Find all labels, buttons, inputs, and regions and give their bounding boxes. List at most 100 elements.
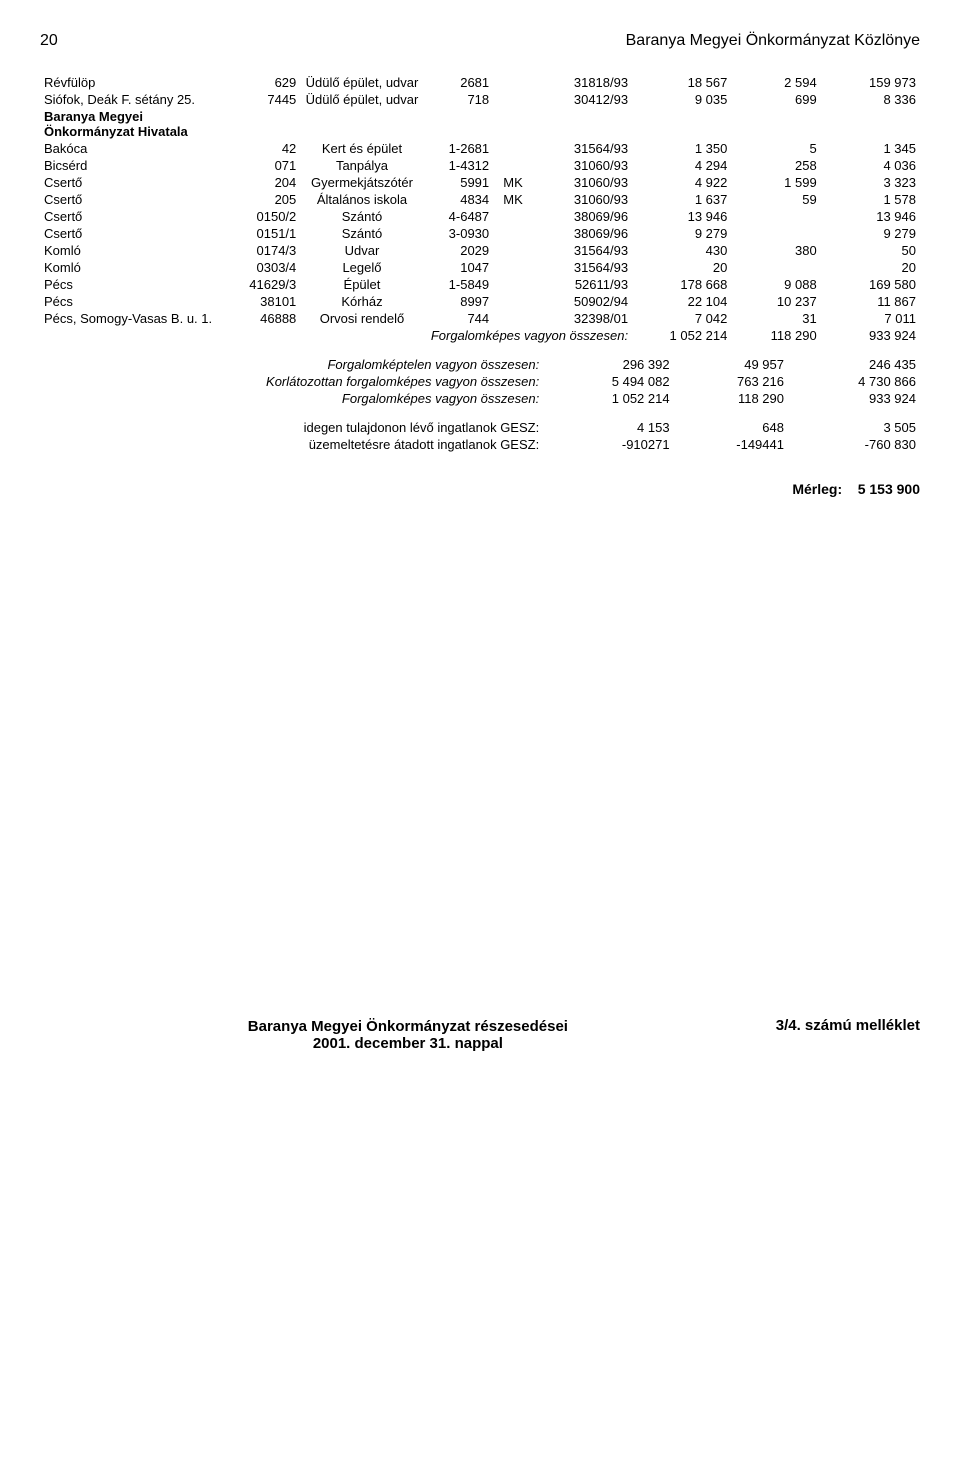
table-row: Révfülöp629Üdülő épület, udvar268131818/… <box>40 74 920 91</box>
table-row: Komló0174/3Udvar202931564/9343038050 <box>40 242 920 259</box>
cell: Tanpálya <box>300 157 423 174</box>
cell: 2681 <box>424 74 493 91</box>
cell <box>493 91 533 108</box>
cell: 13 946 <box>632 208 731 225</box>
cell: Csertő <box>40 208 239 225</box>
cell: 380 <box>731 242 820 259</box>
cell: 0303/4 <box>239 259 301 276</box>
cell: 4 294 <box>632 157 731 174</box>
cell: 31564/93 <box>533 140 632 157</box>
cell <box>493 74 533 91</box>
cell: 4 036 <box>821 157 920 174</box>
cell: 430 <box>632 242 731 259</box>
cell: 31 <box>731 310 820 327</box>
cell <box>493 242 533 259</box>
cell: Csertő <box>40 174 239 191</box>
cell: 204 <box>239 174 301 191</box>
page-header: 20 Baranya Megyei Önkormányzat Közlönye <box>40 32 920 50</box>
cell <box>731 108 820 140</box>
cell: 699 <box>731 91 820 108</box>
cell: 11 867 <box>821 293 920 310</box>
summary-row: Korlátozottan forgalomképes vagyon össze… <box>40 373 920 390</box>
cell: 30412/93 <box>533 91 632 108</box>
cell: MK <box>493 191 533 208</box>
summary-v3: 3 505 <box>788 419 920 436</box>
table-row: Bicsérd071Tanpálya1-431231060/934 294258… <box>40 157 920 174</box>
cell <box>632 108 731 140</box>
summary-block-1: Forgalomképtelen vagyon összesen:296 392… <box>40 356 920 407</box>
cell: 7445 <box>239 91 301 108</box>
cell: 2029 <box>424 242 493 259</box>
summary-v3: -760 830 <box>788 436 920 453</box>
summary-v1: -910271 <box>559 436 673 453</box>
cell: Csertő <box>40 191 239 208</box>
cell: Baranya Megyei Önkormányzat Hivatala <box>40 108 239 140</box>
table-row: Csertő205Általános iskola4834MK31060/931… <box>40 191 920 208</box>
subtotal-v3: 933 924 <box>821 327 920 344</box>
cell <box>493 108 533 140</box>
table-row: Siófok, Deák F. sétány 25.7445Üdülő épül… <box>40 91 920 108</box>
summary-row: idegen tulajdonon lévő ingatlanok GESZ:4… <box>40 419 920 436</box>
cell: 10 237 <box>731 293 820 310</box>
cell: 38101 <box>239 293 301 310</box>
cell: 9 088 <box>731 276 820 293</box>
cell <box>300 108 423 140</box>
balance-line: Mérleg: 5 153 900 <box>40 481 920 497</box>
cell: 1-5849 <box>424 276 493 293</box>
cell: 159 973 <box>821 74 920 91</box>
summary-v1: 296 392 <box>559 356 673 373</box>
cell: 32398/01 <box>533 310 632 327</box>
footer-right: 3/4. számú melléklet <box>776 1017 920 1052</box>
cell: Általános iskola <box>300 191 423 208</box>
cell: Gyermekjátszótér <box>300 174 423 191</box>
table-row: Csertő0151/1Szántó3-093038069/969 2799 2… <box>40 225 920 242</box>
page-number: 20 <box>40 32 58 50</box>
cell: 5991 <box>424 174 493 191</box>
table-row: Pécs, Somogy-Vasas B. u. 1.46888Orvosi r… <box>40 310 920 327</box>
cell: 3 323 <box>821 174 920 191</box>
table-row: Bakóca42Kert és épület1-268131564/931 35… <box>40 140 920 157</box>
cell <box>493 310 533 327</box>
summary-v3: 933 924 <box>788 390 920 407</box>
cell <box>821 108 920 140</box>
summary-v3: 246 435 <box>788 356 920 373</box>
cell <box>493 208 533 225</box>
cell: 178 668 <box>632 276 731 293</box>
summary-v2: 49 957 <box>674 356 788 373</box>
cell <box>533 108 632 140</box>
subtotal-v1: 1 052 214 <box>632 327 731 344</box>
page-footer: Baranya Megyei Önkormányzat részesedései… <box>40 1017 920 1052</box>
summary-label: Forgalomképes vagyon összesen: <box>40 390 559 407</box>
cell: 31818/93 <box>533 74 632 91</box>
cell: 0150/2 <box>239 208 301 225</box>
summary-label: idegen tulajdonon lévő ingatlanok GESZ: <box>40 419 559 436</box>
summary-row: Forgalomképtelen vagyon összesen:296 392… <box>40 356 920 373</box>
cell: 4-6487 <box>424 208 493 225</box>
cell: Bicsérd <box>40 157 239 174</box>
cell: 18 567 <box>632 74 731 91</box>
cell: 1 350 <box>632 140 731 157</box>
summary-label: Korlátozottan forgalomképes vagyon össze… <box>40 373 559 390</box>
cell: Udvar <box>300 242 423 259</box>
cell: 1 578 <box>821 191 920 208</box>
cell <box>493 276 533 293</box>
cell <box>731 259 820 276</box>
cell: 1 345 <box>821 140 920 157</box>
table-row: Csertő0150/2Szántó4-648738069/9613 94613… <box>40 208 920 225</box>
cell: 7 042 <box>632 310 731 327</box>
cell: Legelő <box>300 259 423 276</box>
summary-row: Forgalomképes vagyon összesen:1 052 2141… <box>40 390 920 407</box>
table-row: Baranya Megyei Önkormányzat Hivatala <box>40 108 920 140</box>
cell: 4834 <box>424 191 493 208</box>
cell: 31060/93 <box>533 174 632 191</box>
cell: 9 035 <box>632 91 731 108</box>
cell: 8997 <box>424 293 493 310</box>
summary-v2: 763 216 <box>674 373 788 390</box>
cell: 718 <box>424 91 493 108</box>
cell <box>731 208 820 225</box>
balance-label: Mérleg: <box>792 481 842 497</box>
summary-v3: 4 730 866 <box>788 373 920 390</box>
cell: Szántó <box>300 225 423 242</box>
cell: 2 594 <box>731 74 820 91</box>
summary-v1: 5 494 082 <box>559 373 673 390</box>
